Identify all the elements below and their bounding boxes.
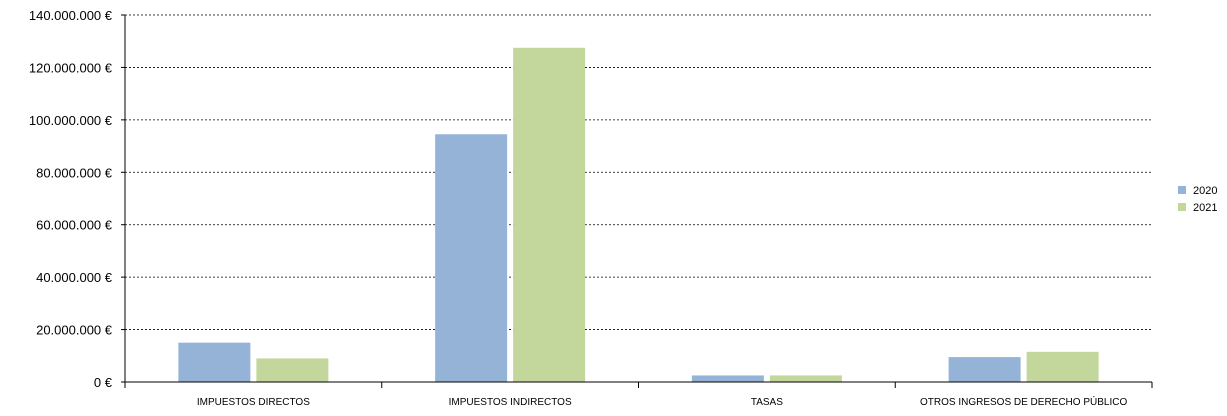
- bar-2021: [513, 47, 586, 383]
- y-tick-label: 40.000.000 €: [36, 270, 113, 285]
- bar-2021: [256, 358, 329, 382]
- legend-label: 2020: [1193, 185, 1217, 197]
- gridlines: [125, 14, 1152, 330]
- bar-2020: [948, 357, 1021, 382]
- bars: [178, 47, 1099, 383]
- x-tick-label: IMPUESTOS INDIRECTOS: [449, 397, 572, 408]
- legend: 2020 2021: [1178, 185, 1217, 214]
- y-tick-label: 80.000.000 €: [36, 165, 113, 180]
- bar-2021: [769, 375, 842, 382]
- bar-2020: [435, 134, 508, 382]
- bar-2020: [691, 375, 764, 382]
- y-tick-label: 120.000.000 €: [29, 60, 113, 75]
- legend-swatch-2020: [1178, 186, 1186, 194]
- legend-swatch-2021: [1178, 203, 1186, 211]
- legend-label: 2021: [1193, 202, 1217, 214]
- x-tick-label: TASAS: [751, 397, 783, 408]
- y-tick-label: 60.000.000 €: [36, 218, 113, 233]
- y-tick-label: 0 €: [94, 375, 113, 390]
- y-tick-label: 140.000.000 €: [29, 8, 113, 23]
- x-tick-label: IMPUESTOS DIRECTOS: [197, 397, 310, 408]
- y-tick-label: 20.000.000 €: [36, 323, 113, 338]
- bar-2021: [1026, 351, 1099, 382]
- bar-2020: [178, 342, 251, 382]
- x-tick-label: OTROS INGRESOS DE DERECHO PÚBLICO: [920, 395, 1127, 408]
- y-tick-label: 100.000.000 €: [29, 113, 113, 128]
- axes: 0 € 20.000.000 € 40.000.000 € 60.000.000 € 8…: [29, 8, 1153, 408]
